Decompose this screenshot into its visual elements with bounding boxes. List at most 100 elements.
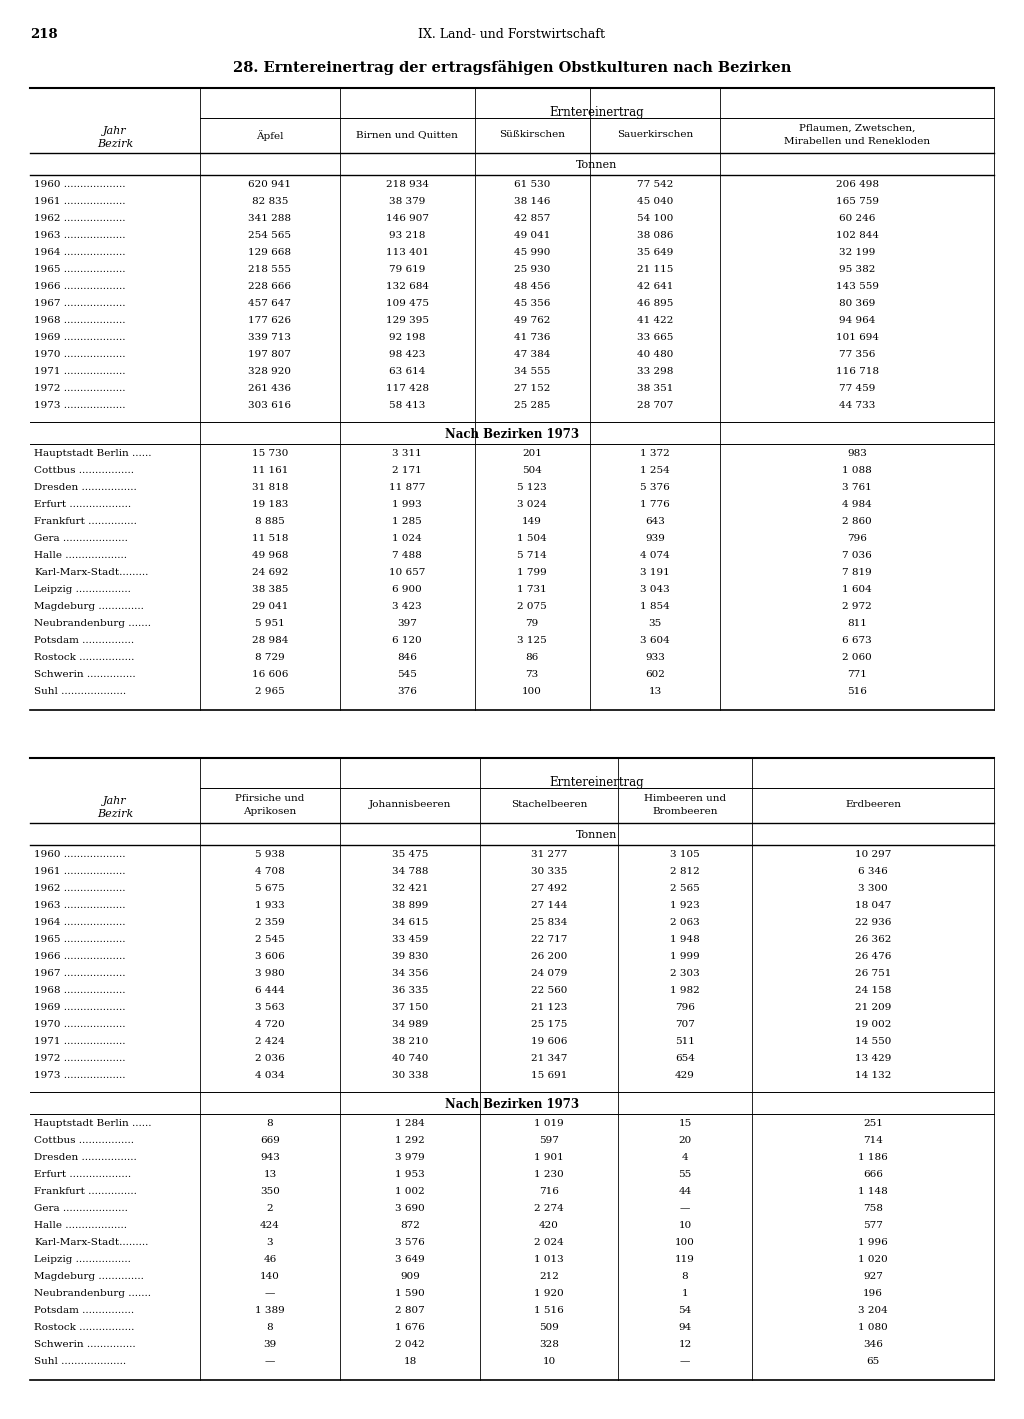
Text: 1967 ...................: 1967 ...................	[34, 969, 126, 978]
Text: 261 436: 261 436	[249, 385, 292, 393]
Text: 3 690: 3 690	[395, 1203, 425, 1213]
Text: Erntereinertrag: Erntereinertrag	[550, 106, 644, 119]
Text: 21 115: 21 115	[637, 265, 673, 274]
Text: 10: 10	[678, 1220, 691, 1230]
Text: Hauptstadt Berlin ......: Hauptstadt Berlin ......	[34, 1120, 152, 1128]
Text: 55: 55	[678, 1171, 691, 1179]
Text: 1 901: 1 901	[535, 1154, 564, 1162]
Text: 1 285: 1 285	[392, 517, 422, 526]
Text: 58 413: 58 413	[389, 402, 425, 410]
Text: 95 382: 95 382	[839, 265, 876, 274]
Text: 1 186: 1 186	[858, 1154, 888, 1162]
Text: IX. Land- und Forstwirtschaft: IX. Land- und Forstwirtschaft	[419, 28, 605, 41]
Text: 1962 ...................: 1962 ...................	[34, 214, 126, 223]
Text: 5 714: 5 714	[517, 551, 547, 561]
Text: 3 604: 3 604	[640, 636, 670, 646]
Text: 38 086: 38 086	[637, 231, 673, 240]
Text: 63 614: 63 614	[389, 368, 425, 376]
Text: 1960 ...................: 1960 ...................	[34, 850, 126, 858]
Text: 102 844: 102 844	[836, 231, 879, 240]
Text: 6 120: 6 120	[392, 636, 422, 646]
Text: 2 171: 2 171	[392, 465, 422, 475]
Text: 143 559: 143 559	[836, 282, 879, 291]
Text: 7 819: 7 819	[842, 568, 871, 578]
Text: 983: 983	[847, 448, 867, 458]
Text: 27 152: 27 152	[514, 385, 550, 393]
Text: —: —	[680, 1203, 690, 1213]
Text: 31 818: 31 818	[252, 482, 288, 492]
Text: 2 545: 2 545	[255, 935, 285, 944]
Text: 54 100: 54 100	[637, 214, 673, 223]
Text: 1 948: 1 948	[670, 935, 699, 944]
Text: Karl-Marx-Stadt.........: Karl-Marx-Stadt.........	[34, 1237, 148, 1247]
Text: 577: 577	[863, 1220, 883, 1230]
Text: 5 123: 5 123	[517, 482, 547, 492]
Text: Jahr: Jahr	[103, 796, 127, 806]
Text: 25 175: 25 175	[530, 1020, 567, 1029]
Text: 129 395: 129 395	[385, 316, 428, 325]
Text: 943: 943	[260, 1154, 280, 1162]
Text: Tonnen: Tonnen	[577, 160, 617, 170]
Text: 771: 771	[847, 670, 867, 680]
Text: 14 550: 14 550	[855, 1037, 891, 1046]
Text: 420: 420	[539, 1220, 559, 1230]
Text: 1 923: 1 923	[670, 901, 699, 910]
Text: 26 751: 26 751	[855, 969, 891, 978]
Text: 545: 545	[397, 670, 417, 680]
Text: 24 692: 24 692	[252, 568, 288, 578]
Text: 1 024: 1 024	[392, 534, 422, 543]
Text: 196: 196	[863, 1288, 883, 1298]
Text: Gera ....................: Gera ....................	[34, 1203, 128, 1213]
Text: 197 807: 197 807	[249, 350, 292, 359]
Text: 80 369: 80 369	[839, 299, 876, 308]
Text: 3 311: 3 311	[392, 448, 422, 458]
Text: 516: 516	[847, 687, 867, 695]
Text: 41 736: 41 736	[514, 333, 550, 342]
Text: 34 615: 34 615	[392, 918, 428, 927]
Text: 1 993: 1 993	[392, 499, 422, 509]
Text: Suhl ....................: Suhl ....................	[34, 687, 126, 695]
Text: 61 530: 61 530	[514, 180, 550, 189]
Text: 714: 714	[863, 1137, 883, 1145]
Text: 14 132: 14 132	[855, 1071, 891, 1080]
Text: 15 730: 15 730	[252, 448, 288, 458]
Text: 1 372: 1 372	[640, 448, 670, 458]
Text: 8 729: 8 729	[255, 653, 285, 663]
Text: 45 990: 45 990	[514, 248, 550, 257]
Text: Karl-Marx-Stadt.........: Karl-Marx-Stadt.........	[34, 568, 148, 578]
Text: 19 183: 19 183	[252, 499, 288, 509]
Text: 872: 872	[400, 1220, 420, 1230]
Text: 22 560: 22 560	[530, 986, 567, 995]
Text: 40 740: 40 740	[392, 1054, 428, 1063]
Text: 3 649: 3 649	[395, 1254, 425, 1264]
Text: 429: 429	[675, 1071, 695, 1080]
Text: 212: 212	[539, 1271, 559, 1281]
Text: 49 762: 49 762	[514, 316, 550, 325]
Text: 13: 13	[263, 1171, 276, 1179]
Text: 28 984: 28 984	[252, 636, 288, 646]
Text: 32 421: 32 421	[392, 884, 428, 893]
Text: Halle ...................: Halle ...................	[34, 551, 127, 561]
Text: 26 200: 26 200	[530, 952, 567, 961]
Text: 1970 ...................: 1970 ...................	[34, 350, 126, 359]
Text: 228 666: 228 666	[249, 282, 292, 291]
Text: 1960 ...................: 1960 ...................	[34, 180, 126, 189]
Text: Magdeburg ..............: Magdeburg ..............	[34, 602, 144, 612]
Text: 93 218: 93 218	[389, 231, 425, 240]
Text: 1961 ...................: 1961 ...................	[34, 867, 126, 876]
Text: 1 088: 1 088	[842, 465, 871, 475]
Text: 3 761: 3 761	[842, 482, 871, 492]
Text: Rostock .................: Rostock .................	[34, 1323, 134, 1332]
Text: 643: 643	[645, 517, 665, 526]
Text: 132 684: 132 684	[385, 282, 428, 291]
Text: 6 346: 6 346	[858, 867, 888, 876]
Text: 1 676: 1 676	[395, 1323, 425, 1332]
Text: 3 300: 3 300	[858, 884, 888, 893]
Text: 92 198: 92 198	[389, 333, 425, 342]
Text: 669: 669	[260, 1137, 280, 1145]
Text: 328: 328	[539, 1340, 559, 1349]
Text: 22 717: 22 717	[530, 935, 567, 944]
Text: 46 895: 46 895	[637, 299, 673, 308]
Text: 6 673: 6 673	[842, 636, 871, 646]
Text: Leipzig .................: Leipzig .................	[34, 1254, 131, 1264]
